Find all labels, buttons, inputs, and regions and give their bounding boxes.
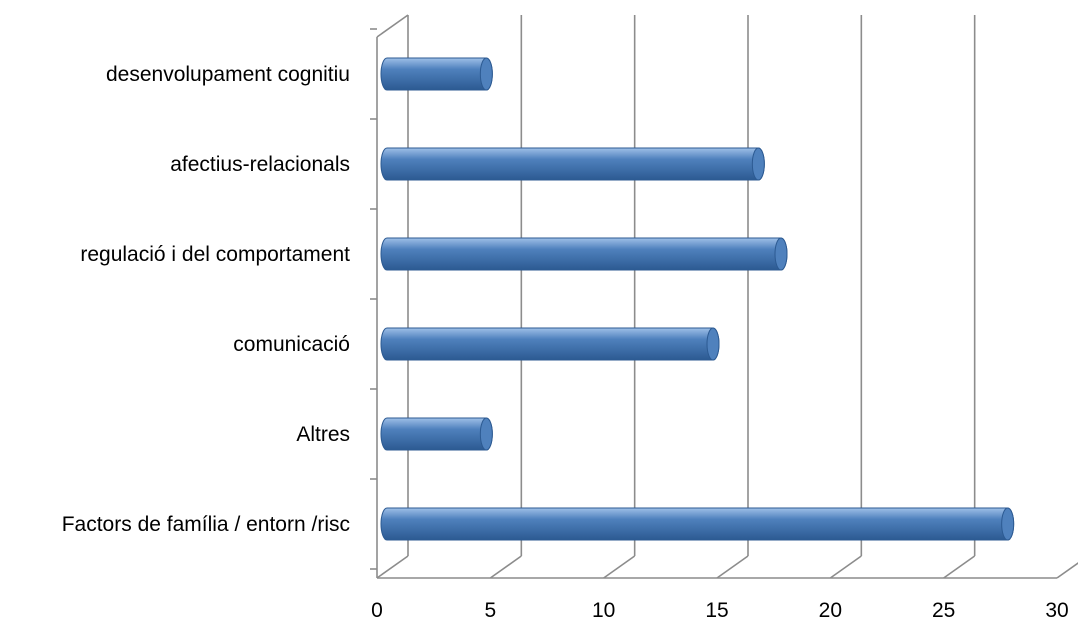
category-label: comunicació bbox=[233, 333, 350, 356]
floor-gridline bbox=[716, 555, 749, 579]
floor-gridline bbox=[603, 555, 636, 579]
category-label: regulació i del comportament bbox=[80, 243, 350, 266]
x-tick-label: 5 bbox=[484, 599, 496, 622]
bar bbox=[380, 417, 493, 451]
floor-gridline bbox=[943, 555, 976, 579]
bar bbox=[380, 147, 765, 181]
category-labels: desenvolupament cognitiu afectius-relacio… bbox=[62, 63, 350, 536]
x-tick-label: 25 bbox=[932, 599, 955, 622]
category-label: afectius-relacionals bbox=[170, 153, 350, 176]
axes bbox=[370, 14, 1057, 579]
x-tick-label: 15 bbox=[705, 599, 728, 622]
bar bbox=[380, 57, 493, 91]
category-label: Factors de família / entorn /risc bbox=[62, 513, 350, 536]
category-label: desenvolupament cognitiu bbox=[106, 63, 350, 86]
wall-top-edge bbox=[376, 14, 409, 38]
floor-gridline bbox=[376, 555, 409, 579]
category-label: Altres bbox=[296, 423, 350, 446]
bar bbox=[380, 237, 788, 271]
floor-gridline bbox=[489, 555, 522, 579]
bar bbox=[380, 507, 1015, 541]
x-tick-label: 20 bbox=[819, 599, 842, 622]
x-tick-label: 0 bbox=[371, 599, 383, 622]
x-tick-labels: 0 5 10 15 20 25 30 bbox=[371, 599, 1069, 622]
floor-gridline bbox=[829, 555, 862, 579]
gridlines bbox=[376, 15, 1078, 579]
floor-gridline bbox=[1056, 562, 1078, 579]
x-tick-label: 30 bbox=[1045, 599, 1068, 622]
bars bbox=[380, 57, 1015, 541]
x-tick-label: 10 bbox=[592, 599, 615, 622]
bar bbox=[380, 327, 720, 361]
